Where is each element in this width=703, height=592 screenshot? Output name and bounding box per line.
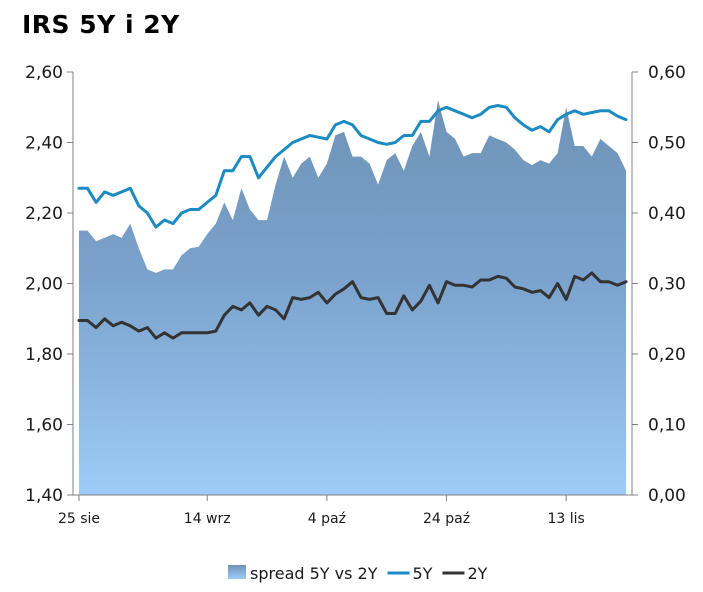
right-tick-label: 0,20 [648, 345, 686, 365]
series-line-2y [77, 271, 628, 340]
x-tick-label: 14 wrz [184, 511, 231, 527]
series-line-5y [77, 104, 628, 229]
right-tick-label: 0,00 [648, 486, 686, 506]
left-tick-label: 1,80 [25, 345, 63, 365]
left-tick-label: 2,20 [25, 204, 63, 224]
legend: spread 5Y vs 2Y 5Y 2Y [228, 564, 488, 583]
left-tick-label: 1,60 [25, 416, 63, 436]
legend-label-spread: spread 5Y vs 2Y [250, 564, 378, 583]
right-tick-label: 0,60 [648, 63, 686, 83]
x-tick-label: 4 paź [308, 511, 346, 527]
legend-swatch-spread [228, 565, 246, 579]
legend-label-5y: 5Y [413, 564, 433, 583]
left-tick-label: 2,60 [25, 63, 63, 83]
x-tick-label: 24 paź [423, 511, 470, 527]
chart-title: IRS 5Y i 2Y [22, 10, 180, 39]
left-tick-label: 2,00 [25, 275, 63, 295]
plot-area [77, 100, 628, 495]
x-tick-label: 13 lis [548, 511, 585, 527]
x-tick-label: 25 sie [58, 511, 100, 527]
right-tick-label: 0,10 [648, 416, 686, 436]
legend-label-2y: 2Y [467, 564, 487, 583]
spread-area [79, 100, 626, 495]
left-tick-label: 1,40 [25, 486, 63, 506]
right-tick-label: 0,30 [648, 275, 686, 295]
right-tick-label: 0,50 [648, 134, 686, 154]
left-tick-label: 2,40 [25, 134, 63, 154]
right-tick-label: 0,40 [648, 204, 686, 224]
axes: 1,40 1,60 1,80 2,00 2,20 2,40 2,60 0,00 0,10 0,20… [25, 63, 686, 527]
